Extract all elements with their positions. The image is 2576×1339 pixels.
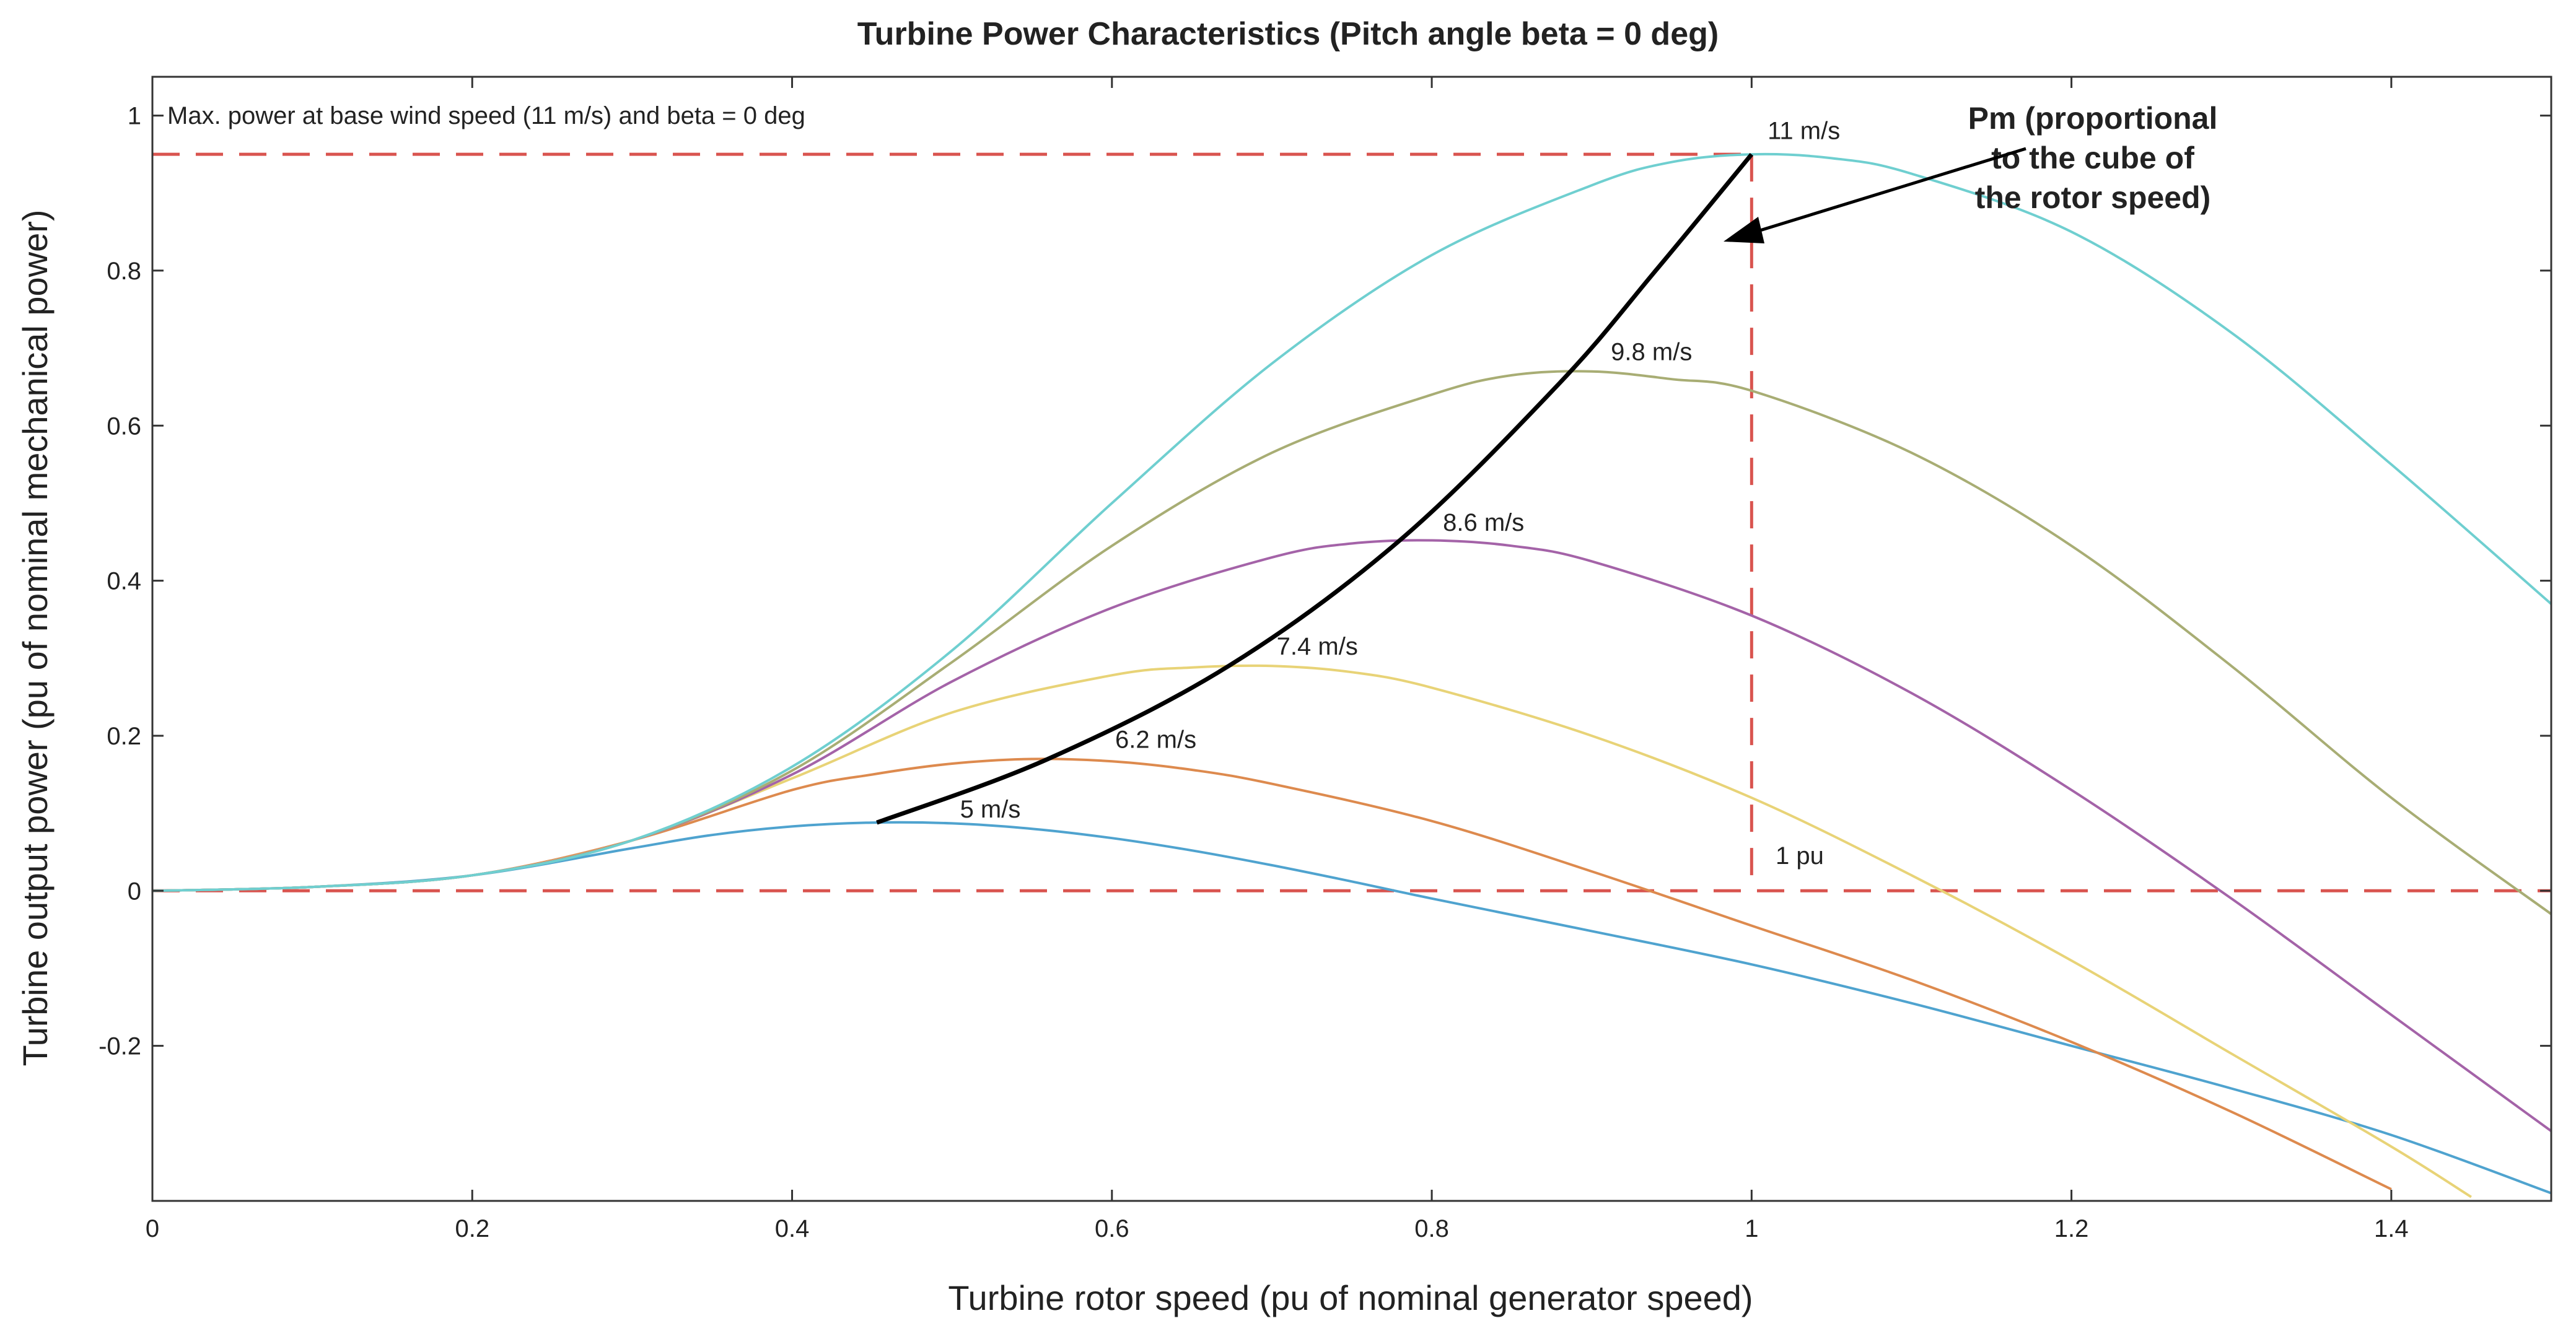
y-axis-label: Turbine output power (pu of nominal mech… xyxy=(15,209,55,1066)
curve-label-9-8-m-s: 9.8 m/s xyxy=(1611,338,1692,365)
y-tick-label: -0.2 xyxy=(99,1033,141,1060)
y-tick-label: 0.4 xyxy=(107,568,141,595)
x-tick-label: 0 xyxy=(146,1215,159,1242)
y-tick-label: 0 xyxy=(128,878,141,905)
pm-annotation-line-1: Pm (proportional xyxy=(1968,101,2218,136)
series-line-5-m-s xyxy=(152,821,2552,1195)
x-tick-label: 0.4 xyxy=(775,1215,810,1242)
curve-label-5-m-s: 5 m/s xyxy=(960,796,1021,823)
curve-label-11-m-s: 11 m/s xyxy=(1768,118,1840,145)
plot-area xyxy=(152,77,2551,1201)
curve-labels: 5 m/s 6.2 m/s 7.4 m/s 8.6 m/s 9.8 m/s 11 m/s xyxy=(960,118,1841,823)
x-tick-label: 1 xyxy=(1745,1215,1758,1242)
axis-ticks: 0 0.2 0.4 0.6 0.8 1 1.2 1.4 -0.2 0 0.2 0.4 0.6 0.8 1 xyxy=(99,77,2551,1242)
x-tick-label: 1.4 xyxy=(2374,1215,2409,1242)
plot-frame xyxy=(151,76,2552,1202)
x-axis-label: Turbine rotor speed (pu of nominal gener… xyxy=(948,1278,1753,1317)
x-tick-label: 0.8 xyxy=(1414,1215,1449,1242)
pm-annotation-line-3: the rotor speed) xyxy=(1975,180,2211,215)
one-pu-label: 1 pu xyxy=(1776,842,1824,870)
pm-annotation-line-2: to the cube of xyxy=(1991,141,2194,175)
curve-label-8-6-m-s: 8.6 m/s xyxy=(1443,509,1524,536)
reference-lines xyxy=(152,152,2551,892)
y-tick-label: 1 xyxy=(128,103,141,130)
pm-arrow xyxy=(1724,147,2026,243)
y-tick-label: 0.6 xyxy=(107,412,141,440)
series-group xyxy=(152,152,2552,1198)
curve-label-7-4-m-s: 7.4 m/s xyxy=(1277,633,1358,660)
chart-title: Turbine Power Characteristics (Pitch ang… xyxy=(857,16,1719,52)
curve-label-6-2-m-s: 6.2 m/s xyxy=(1115,726,1196,753)
series-line-11-m-s xyxy=(152,152,2552,892)
x-tick-label: 1.2 xyxy=(2054,1215,2089,1242)
max-power-note: Max. power at base wind speed (11 m/s) a… xyxy=(167,102,805,129)
y-tick-label: 0.2 xyxy=(107,723,141,750)
x-tick-label: 0.2 xyxy=(455,1215,489,1242)
x-tick-label: 0.6 xyxy=(1095,1215,1129,1242)
y-tick-label: 0.8 xyxy=(107,258,141,285)
series-line-pm xyxy=(876,152,1754,825)
